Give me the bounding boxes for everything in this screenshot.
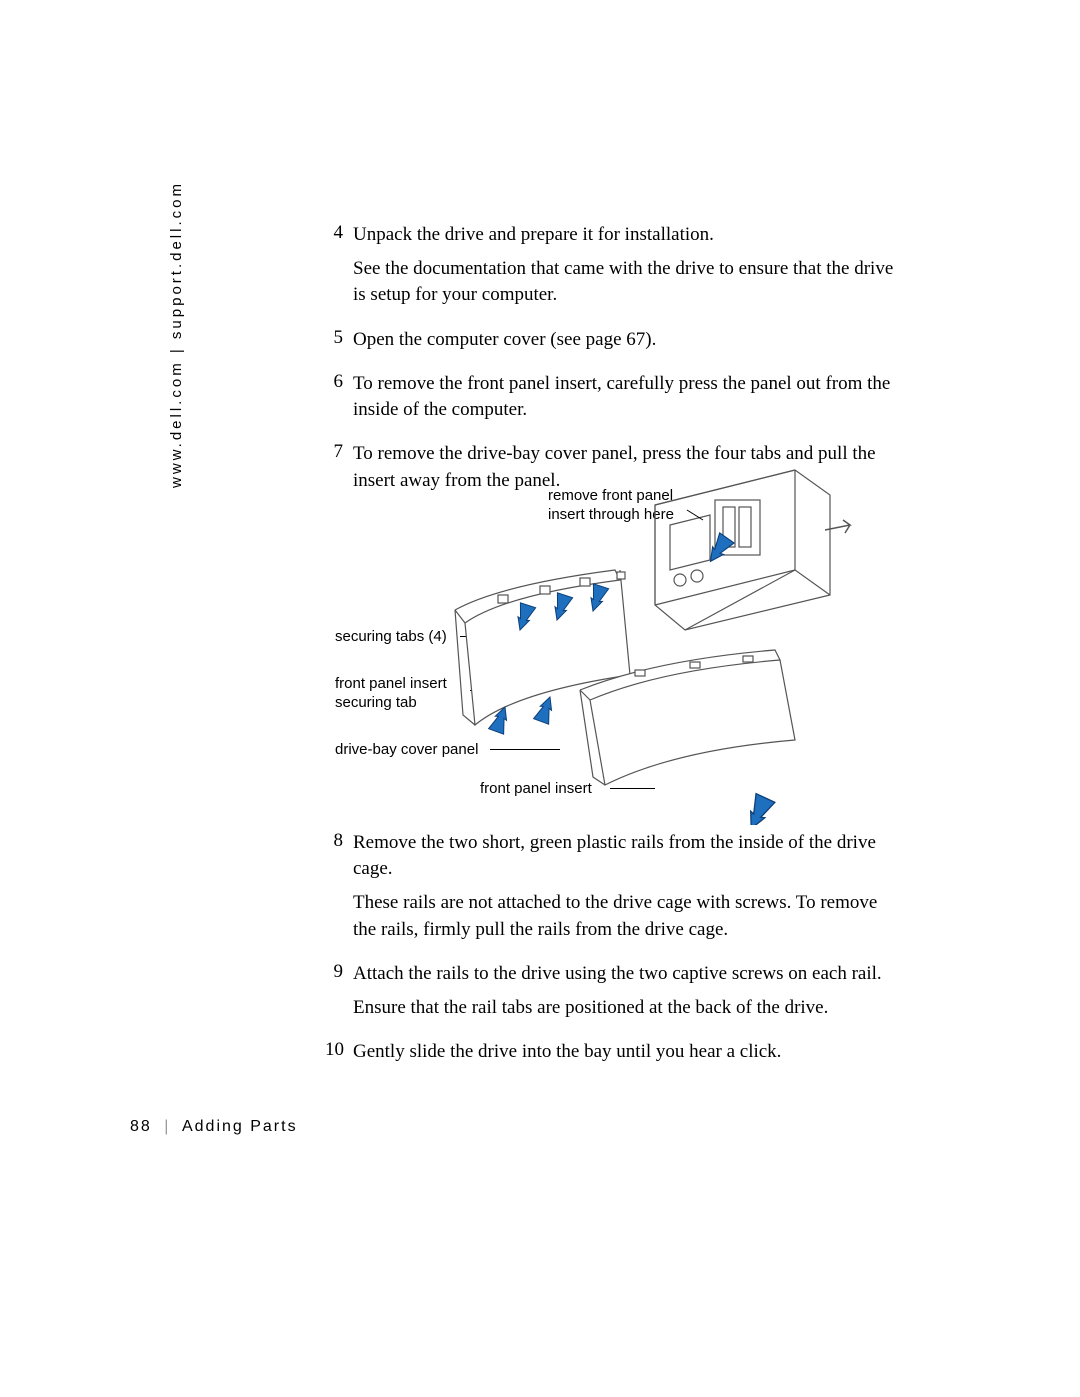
footer-separator: | (164, 1118, 170, 1135)
step-body: To remove the front panel insert, carefu… (353, 371, 895, 431)
page-footer: 88 | Adding Parts (130, 1118, 298, 1136)
step-body: Open the computer cover (see page 67). (353, 327, 656, 361)
step-number: 10 (325, 1039, 353, 1073)
section-title: Adding Parts (182, 1118, 298, 1135)
step-6: 6 To remove the front panel insert, care… (325, 371, 895, 431)
step-text: Open the computer cover (see page 67). (353, 327, 656, 353)
step-5: 5 Open the computer cover (see page 67). (325, 327, 895, 361)
step-body: Remove the two short, green plastic rail… (353, 830, 895, 951)
step-text: Attach the rails to the drive using the … (353, 961, 882, 987)
step-9: 9 Attach the rails to the drive using th… (325, 961, 895, 1029)
side-url-text: www.dell.com | support.dell.com (168, 181, 185, 488)
step-number: 8 (325, 830, 353, 951)
page: www.dell.com | support.dell.com 4 Unpack… (0, 0, 1080, 1397)
diagram-svg (325, 465, 895, 825)
step-number: 5 (325, 327, 353, 361)
step-8: 8 Remove the two short, green plastic ra… (325, 830, 895, 951)
step-number: 9 (325, 961, 353, 1029)
step-body: Attach the rails to the drive using the … (353, 961, 882, 1029)
step-text: These rails are not attached to the driv… (353, 890, 895, 942)
step-body: Gently slide the drive into the bay unti… (353, 1039, 781, 1073)
page-number: 88 (130, 1118, 152, 1135)
step-number: 4 (325, 222, 353, 317)
step-text: Remove the two short, green plastic rail… (353, 830, 895, 882)
diagram: remove front panel insert through here s… (325, 465, 895, 825)
step-text: To remove the front panel insert, carefu… (353, 371, 895, 423)
step-4: 4 Unpack the drive and prepare it for in… (325, 222, 895, 317)
step-text: See the documentation that came with the… (353, 256, 895, 308)
step-text: Gently slide the drive into the bay unti… (353, 1039, 781, 1065)
steps-bottom: 8 Remove the two short, green plastic ra… (325, 830, 895, 1084)
step-body: Unpack the drive and prepare it for inst… (353, 222, 895, 317)
step-text: Unpack the drive and prepare it for inst… (353, 222, 895, 248)
step-10: 10 Gently slide the drive into the bay u… (325, 1039, 895, 1073)
step-number: 6 (325, 371, 353, 431)
step-text: Ensure that the rail tabs are positioned… (353, 995, 882, 1021)
